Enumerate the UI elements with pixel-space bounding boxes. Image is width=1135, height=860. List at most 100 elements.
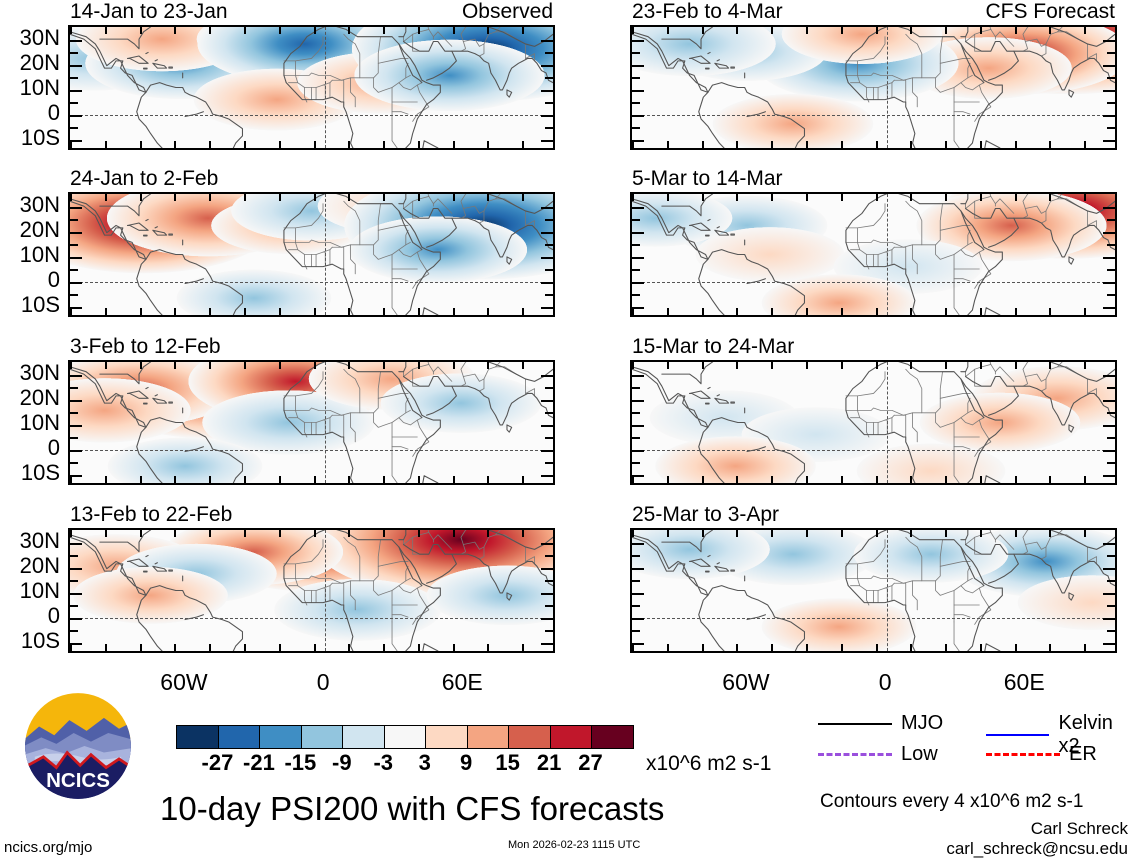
- x-tick: [487, 644, 490, 651]
- y-tick: [545, 412, 553, 414]
- x-tick: [313, 644, 316, 651]
- legend-label: Low: [901, 743, 938, 765]
- x-tick: [104, 27, 107, 34]
- y-axis-tick-label: 20N: [19, 384, 60, 410]
- x-tick: [139, 308, 142, 315]
- y-tick: [70, 399, 82, 402]
- y-tick: [1103, 114, 1115, 117]
- y-tick: [632, 139, 644, 142]
- prime-meridian-line: [325, 194, 327, 315]
- x-tick: [771, 476, 774, 483]
- site-url[interactable]: ncics.org/mjo: [4, 839, 93, 856]
- legend-line-swatch: [986, 753, 1060, 756]
- x-tick: [104, 476, 107, 483]
- x-axis-labels-left: 60W 0 60E: [68, 671, 555, 699]
- x-tick: [417, 194, 420, 201]
- y-tick: [1103, 306, 1115, 309]
- column-header-left: Observed: [461, 0, 553, 23]
- y-tick: [1103, 592, 1115, 595]
- x-tick: [1049, 194, 1052, 201]
- x-tick: [666, 362, 669, 369]
- y-tick: [541, 374, 553, 377]
- y-tick: [545, 219, 553, 221]
- y-tick: [632, 630, 640, 632]
- x-tick: [701, 476, 704, 483]
- x-tick: [1084, 530, 1087, 537]
- y-tick: [545, 605, 553, 607]
- equator-line: [632, 449, 1115, 451]
- x-tick: [243, 194, 246, 201]
- colorbar-segment: [177, 726, 218, 748]
- x-tick: [701, 27, 704, 34]
- x-tick: [1014, 644, 1017, 651]
- panel-title: 13-Feb to 22-Feb: [70, 503, 233, 526]
- y-tick: [70, 139, 82, 142]
- anomaly-field: [632, 362, 1115, 483]
- x-tick: [1049, 644, 1052, 651]
- x-tick: [875, 308, 878, 315]
- y-tick: [545, 102, 553, 104]
- colorbar-tick-label: 3: [418, 750, 431, 775]
- wave-legend: MJO Kelvin x2 Low ER: [818, 712, 1128, 774]
- map-plot-area: [630, 192, 1117, 317]
- y-tick: [632, 114, 644, 117]
- timestamp: Mon 2026-02-23 1115 UTC: [508, 839, 641, 851]
- x-tick: [632, 644, 634, 651]
- y-tick: [1103, 542, 1115, 545]
- colorbar-tick-label: -15: [284, 750, 317, 775]
- x-tick: [452, 141, 455, 148]
- x-tick: [1014, 362, 1017, 369]
- x-tick: [383, 141, 386, 148]
- map-plot-area: [68, 192, 555, 317]
- x-tick: [452, 644, 455, 651]
- x-tick: [875, 194, 878, 201]
- x-tick: [632, 530, 634, 537]
- prime-meridian-line: [325, 362, 327, 483]
- x-tick: [910, 644, 913, 651]
- x-tick: [348, 141, 351, 148]
- x-tick: [487, 27, 490, 34]
- x-tick: [174, 476, 177, 483]
- y-tick: [1103, 256, 1115, 259]
- x-tick: [174, 194, 177, 201]
- equator-line: [70, 617, 553, 619]
- y-axis-tick-label: 30N: [19, 527, 60, 553]
- x-tick: [875, 476, 878, 483]
- x-tick: [805, 530, 808, 537]
- y-tick: [70, 39, 82, 42]
- x-tick: [522, 141, 525, 148]
- legend-item-mjo: MJO: [818, 712, 943, 735]
- x-tick: [209, 27, 212, 34]
- colorbar-segment: [342, 726, 384, 748]
- x-tick: [278, 308, 281, 315]
- author-email[interactable]: carl_schreck@ncsu.edu: [946, 839, 1128, 858]
- y-tick: [632, 542, 644, 545]
- equator-line: [70, 449, 553, 451]
- anomaly-field: [632, 27, 1115, 148]
- y-tick: [70, 374, 82, 377]
- y-axis-tick-label: 30N: [19, 359, 60, 385]
- y-tick: [541, 449, 553, 452]
- x-tick: [840, 362, 843, 369]
- x-tick: [417, 141, 420, 148]
- x-tick: [348, 530, 351, 537]
- x-tick: [1014, 27, 1017, 34]
- y-axis-labels: 30N 20N 10N 0 10S: [0, 360, 60, 485]
- x-tick: [209, 530, 212, 537]
- x-tick: [910, 476, 913, 483]
- equator-line: [632, 114, 1115, 116]
- colorbar-segment: [508, 726, 550, 748]
- legend-item-er: ER: [986, 743, 1097, 766]
- y-tick: [545, 387, 553, 389]
- y-tick: [1107, 269, 1115, 271]
- y-tick: [70, 77, 78, 79]
- x-tick: [243, 530, 246, 537]
- y-tick: [70, 281, 82, 284]
- x-tick: [487, 476, 490, 483]
- x-tick: [666, 530, 669, 537]
- x-tick: [487, 194, 490, 201]
- y-tick: [70, 462, 78, 464]
- x-tick: [313, 362, 316, 369]
- svg-text:NCICS: NCICS: [46, 769, 110, 792]
- x-tick: [70, 530, 72, 537]
